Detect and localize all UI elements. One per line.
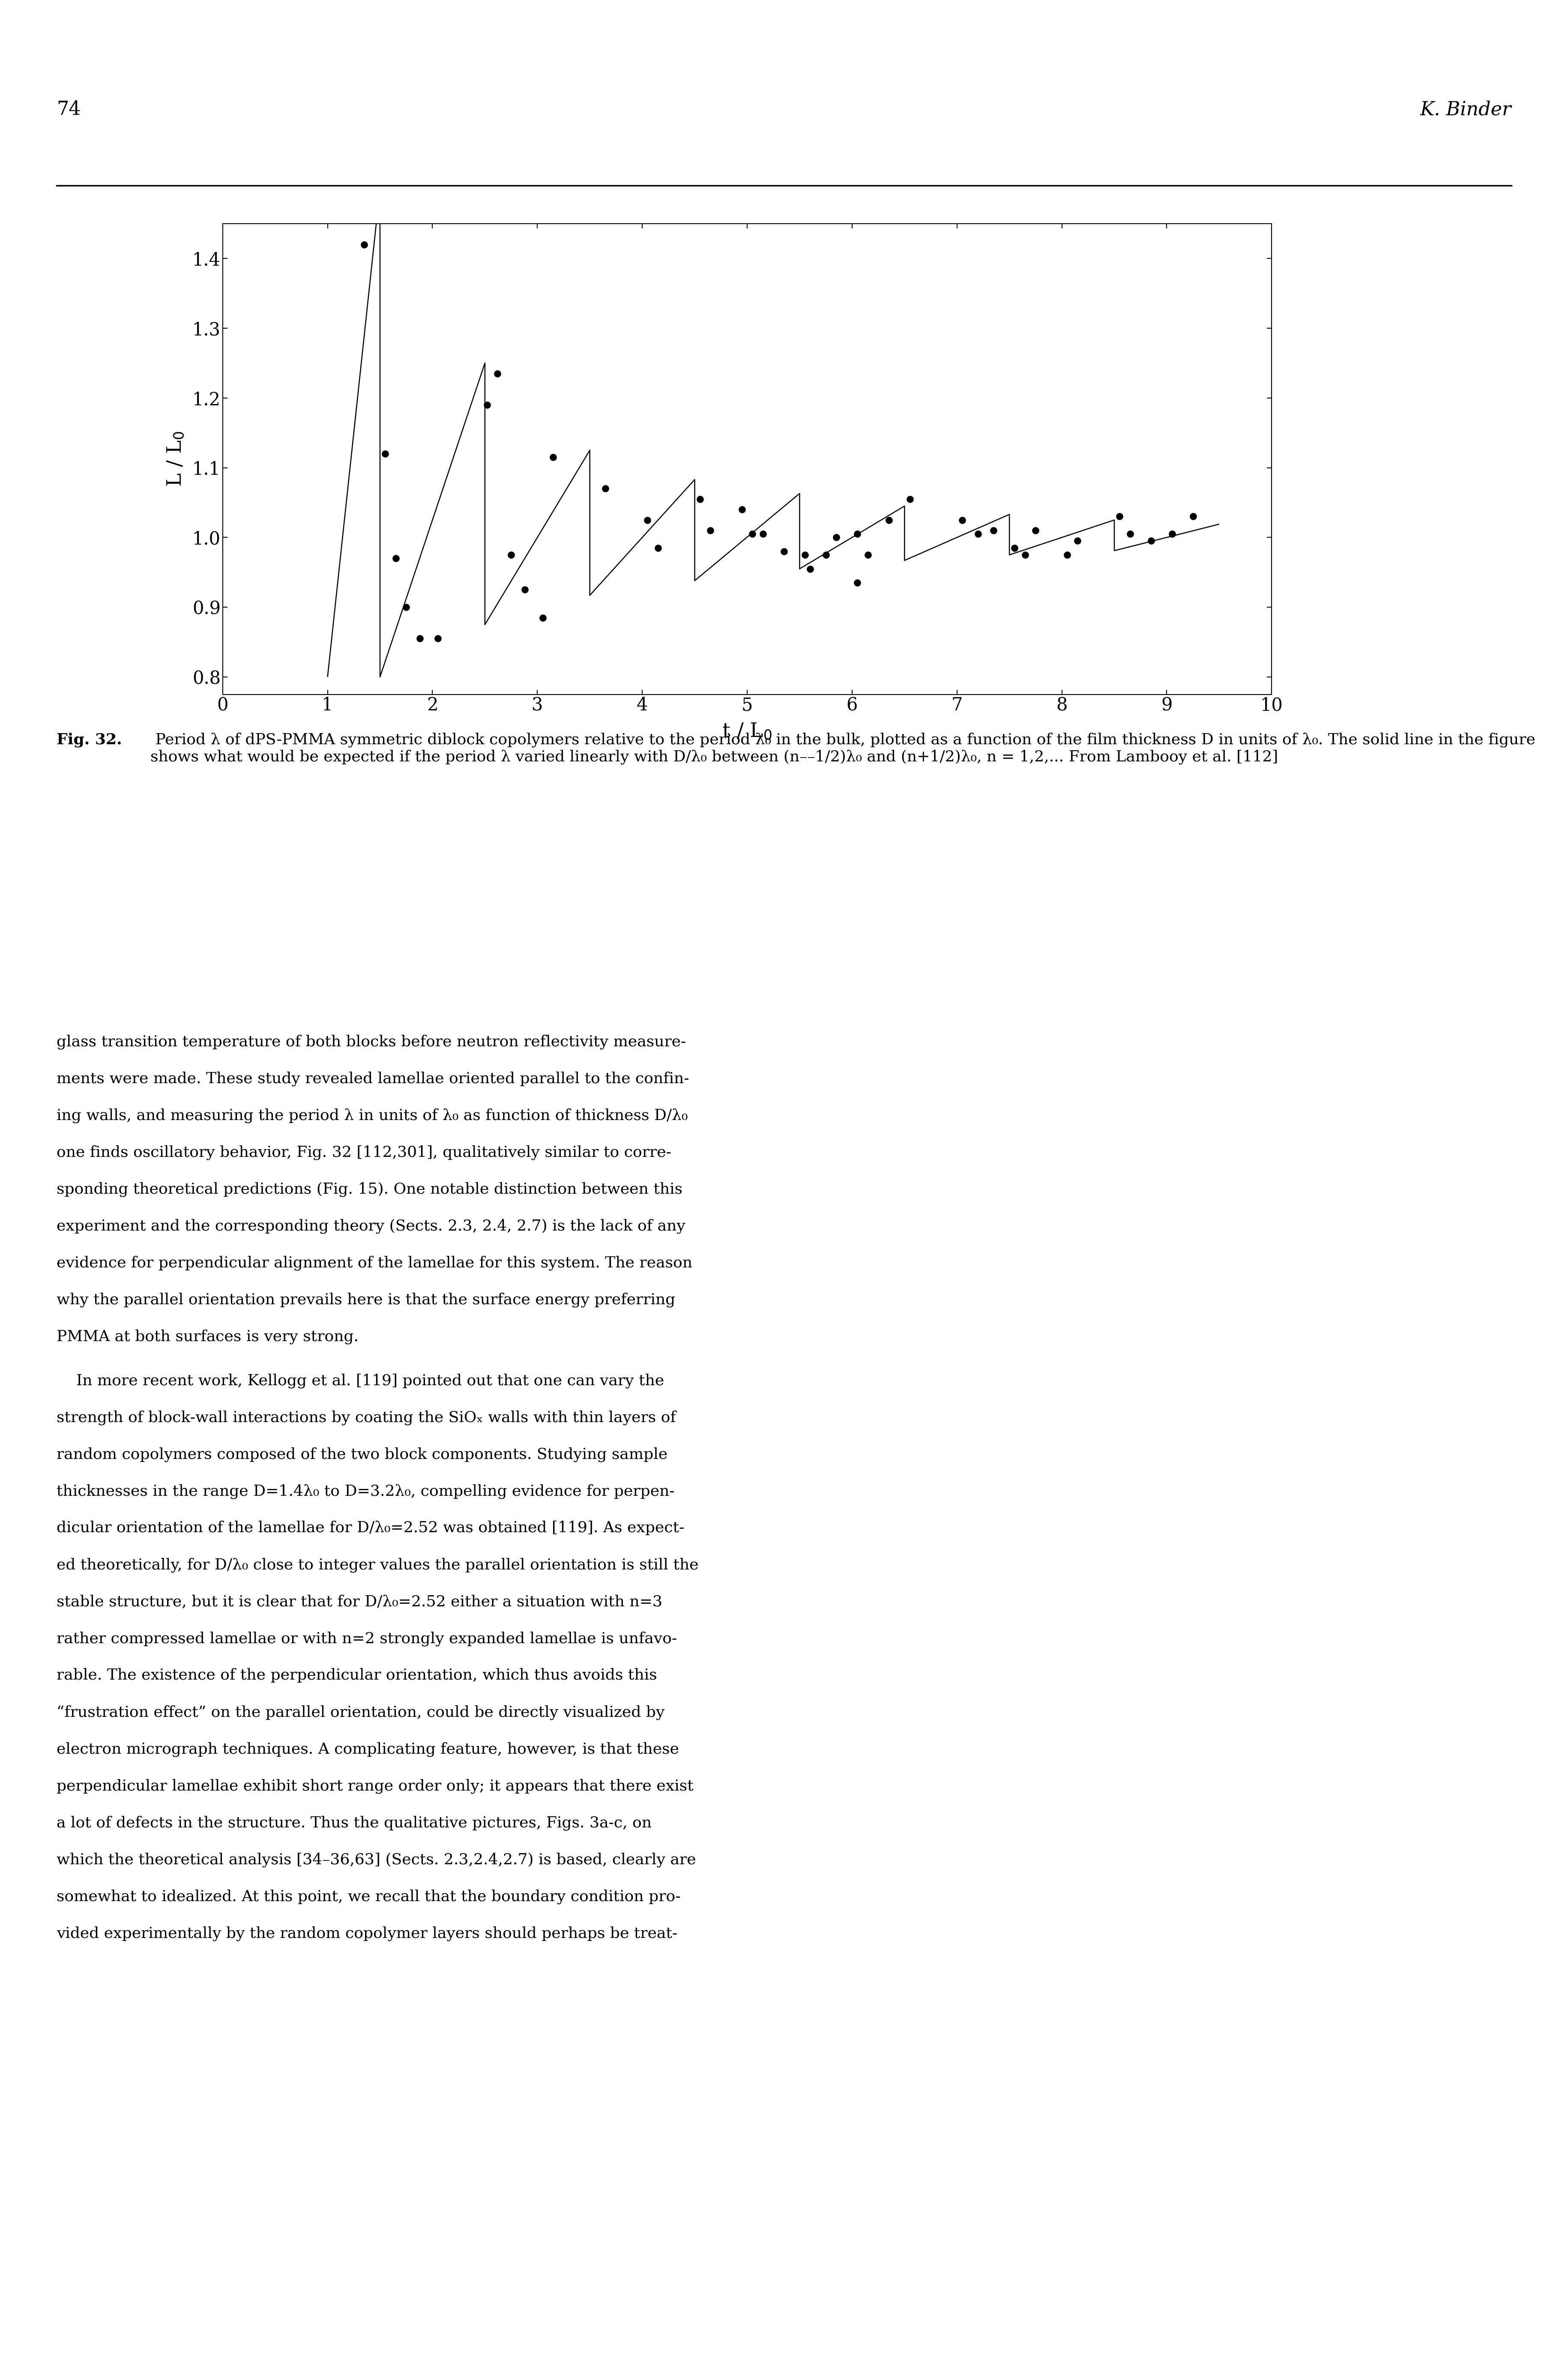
Text: K. Binder: K. Binder [1421, 100, 1512, 119]
Text: a lot of defects in the structure. Thus the qualitative pictures, Figs. 3a-c, on: a lot of defects in the structure. Thus … [56, 1817, 652, 1831]
Point [383, 540, 408, 578]
Text: vided experimentally by the random copolymer layers should perhaps be treat-: vided experimentally by the random copol… [56, 1926, 677, 1940]
Text: “frustration effect” on the parallel orientation, could be directly visualized b: “frustration effect” on the parallel ori… [56, 1705, 665, 1719]
Point [1065, 521, 1090, 559]
Text: ed theoretically, for D/λ₀ close to integer values the parallel orientation is s: ed theoretically, for D/λ₀ close to inte… [56, 1558, 698, 1572]
Point [1055, 535, 1080, 573]
Point [950, 502, 975, 540]
Text: glass transition temperature of both blocks before neutron reflectivity measure-: glass transition temperature of both blo… [56, 1034, 685, 1049]
Text: electron micrograph techniques. A complicating feature, however, is that these: electron micrograph techniques. A compli… [56, 1741, 679, 1757]
Text: Period λ of dPS-PMMA symmetric diblock copolymers relative to the period λ₀ in t: Period λ of dPS-PMMA symmetric diblock c… [151, 732, 1535, 763]
Point [966, 516, 991, 554]
Point [1013, 535, 1038, 573]
Point [425, 621, 450, 659]
Point [687, 480, 712, 518]
Point [1002, 528, 1027, 566]
Text: thicknesses in the range D=1.4λ₀ to D=3.2λ₀, compelling evidence for perpen-: thicknesses in the range D=1.4λ₀ to D=3.… [56, 1484, 674, 1498]
Text: evidence for perpendicular alignment of the lamellae for this system. The reason: evidence for perpendicular alignment of … [56, 1256, 691, 1270]
Text: perpendicular lamellae exhibit short range order only; it appears that there exi: perpendicular lamellae exhibit short ran… [56, 1779, 693, 1793]
Point [751, 516, 776, 554]
Point [373, 435, 398, 473]
Point [1118, 516, 1143, 554]
Point [1138, 521, 1163, 559]
Point [1022, 511, 1047, 549]
Text: rather compressed lamellae or with n=2 strongly expanded lamellae is unfavo-: rather compressed lamellae or with n=2 s… [56, 1631, 677, 1646]
Point [792, 535, 817, 573]
X-axis label: t / L$_0$: t / L$_0$ [721, 721, 773, 742]
Text: strength of block-wall interactions by coating the SiOₓ walls with thin layers o: strength of block-wall interactions by c… [56, 1410, 676, 1424]
Text: ing walls, and measuring the period λ in units of λ₀ as function of thickness D/: ing walls, and measuring the period λ in… [56, 1108, 688, 1122]
Text: dicular orientation of the lamellae for D/λ₀=2.52 was obtained [119]. As expect-: dicular orientation of the lamellae for … [56, 1522, 684, 1536]
Point [823, 518, 848, 556]
Y-axis label: L / L$_0$: L / L$_0$ [166, 430, 185, 487]
Point [798, 549, 823, 587]
Text: stable structure, but it is clear that for D/λ₀=2.52 either a situation with n=3: stable structure, but it is clear that f… [56, 1596, 662, 1610]
Text: In more recent work, Kellogg et al. [119] pointed out that one can vary the: In more recent work, Kellogg et al. [119… [56, 1374, 665, 1389]
Text: rable. The existence of the perpendicular orientation, which thus avoids this: rable. The existence of the perpendicula… [56, 1669, 657, 1684]
Point [351, 226, 376, 264]
Point [541, 438, 566, 476]
Point [499, 535, 524, 573]
Text: which the theoretical analysis [34–36,63] (Sects. 2.3,2.4,2.7) is based, clearly: which the theoretical analysis [34–36,63… [56, 1852, 696, 1867]
Text: somewhat to idealized. At this point, we recall that the boundary condition pro-: somewhat to idealized. At this point, we… [56, 1891, 681, 1905]
Point [845, 516, 870, 554]
Point [877, 502, 902, 540]
Point [593, 468, 618, 507]
Point [475, 385, 500, 423]
Point [740, 516, 765, 554]
Point [394, 587, 419, 625]
Point [1159, 516, 1184, 554]
Text: one finds oscillatory behavior, Fig. 32 [112,301], qualitatively similar to corr: one finds oscillatory behavior, Fig. 32 … [56, 1146, 671, 1160]
Point [1107, 497, 1132, 535]
Point [729, 490, 754, 528]
Point [814, 535, 839, 573]
Text: random copolymers composed of the two block components. Studying sample: random copolymers composed of the two bl… [56, 1446, 668, 1462]
Point [897, 480, 922, 518]
Text: why the parallel orientation prevails here is that the surface energy preferring: why the parallel orientation prevails he… [56, 1294, 676, 1308]
Point [982, 511, 1007, 549]
Point [1181, 497, 1206, 535]
Text: experiment and the corresponding theory (Sects. 2.3, 2.4, 2.7) is the lack of an: experiment and the corresponding theory … [56, 1220, 685, 1234]
Text: PMMA at both surfaces is very strong.: PMMA at both surfaces is very strong. [56, 1329, 359, 1344]
Text: 74: 74 [56, 100, 82, 119]
Point [408, 621, 433, 659]
Point [513, 571, 538, 609]
Text: ments were made. These study revealed lamellae oriented parallel to the confin-: ments were made. These study revealed la… [56, 1070, 688, 1087]
Point [530, 599, 555, 637]
Point [635, 502, 660, 540]
Point [698, 511, 723, 549]
Text: Fig. 32.: Fig. 32. [56, 732, 122, 747]
Text: sponding theoretical predictions (Fig. 15). One notable distinction between this: sponding theoretical predictions (Fig. 1… [56, 1182, 682, 1196]
Point [771, 533, 797, 571]
Point [855, 535, 880, 573]
Point [646, 528, 671, 566]
Point [485, 354, 510, 392]
Point [845, 564, 870, 602]
